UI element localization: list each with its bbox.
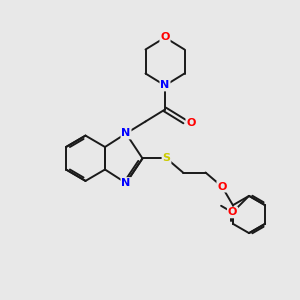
Text: O: O [186, 118, 196, 128]
Text: O: O [217, 182, 227, 192]
Text: S: S [163, 153, 170, 164]
Text: N: N [122, 128, 130, 139]
Text: N: N [160, 80, 169, 91]
Text: O: O [160, 32, 170, 43]
Text: N: N [122, 178, 130, 188]
Text: O: O [228, 207, 237, 218]
